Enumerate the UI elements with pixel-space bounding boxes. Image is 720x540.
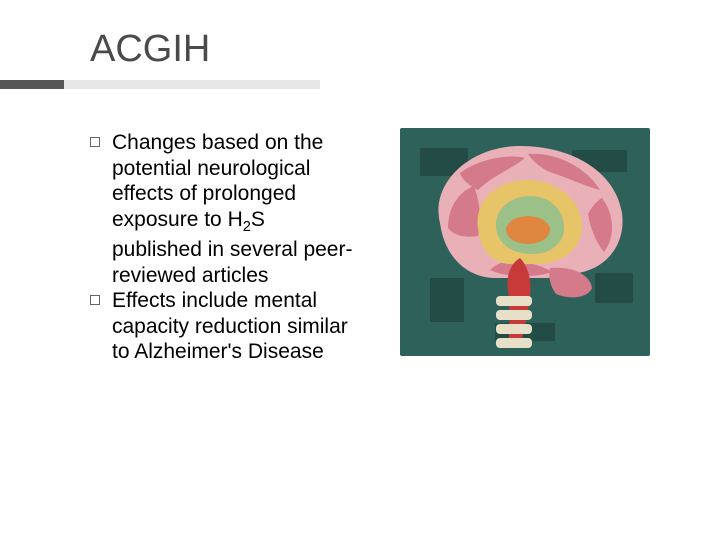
bullet-marker-icon [90, 137, 100, 147]
bullet-text: Changes based on the potential neurologi… [112, 130, 360, 288]
brain-figure [400, 128, 650, 356]
slide-title: ACGIH [90, 28, 670, 71]
accent-dark [0, 80, 64, 89]
bullet-marker-icon [90, 295, 100, 305]
accent-light [64, 80, 320, 89]
slide: ACGIH Changes based on the potential neu… [0, 0, 720, 540]
bullet-item: Effects include mental capacity reductio… [90, 288, 360, 365]
title-row: ACGIH [90, 28, 670, 71]
bullet-text: Effects include mental capacity reductio… [112, 288, 360, 365]
brain-icon [400, 128, 650, 356]
bullet-list: Changes based on the potential neurologi… [90, 130, 360, 365]
accent-line [0, 80, 320, 89]
bullet-item: Changes based on the potential neurologi… [90, 130, 360, 288]
